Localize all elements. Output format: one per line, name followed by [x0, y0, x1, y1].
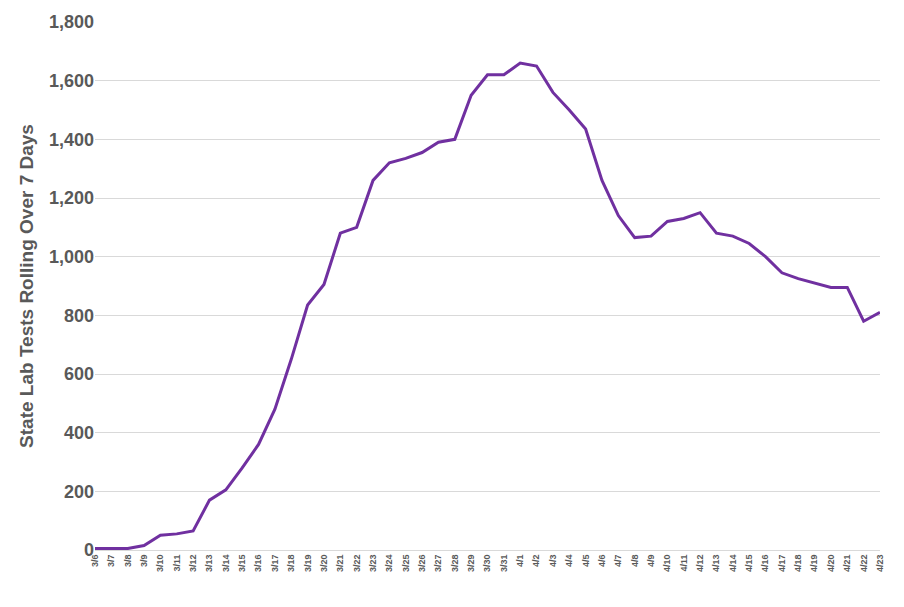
svg-text:1,600: 1,600: [49, 71, 94, 91]
svg-text:400: 400: [64, 423, 94, 443]
svg-text:4/14: 4/14: [728, 555, 738, 573]
svg-text:1,400: 1,400: [49, 130, 94, 150]
svg-text:3/14: 3/14: [221, 555, 231, 573]
svg-text:4/8: 4/8: [630, 555, 640, 568]
svg-text:3/11: 3/11: [172, 555, 182, 572]
svg-text:4/11: 4/11: [679, 555, 689, 572]
svg-text:4/4: 4/4: [564, 555, 574, 568]
svg-text:3/15: 3/15: [237, 555, 247, 573]
svg-text:3/18: 3/18: [286, 555, 296, 573]
svg-text:3/31: 3/31: [499, 555, 509, 573]
svg-text:4/17: 4/17: [777, 555, 787, 573]
svg-text:4/6: 4/6: [597, 555, 607, 568]
svg-text:3/21: 3/21: [335, 555, 345, 573]
svg-text:1,800: 1,800: [49, 12, 94, 32]
svg-text:4/19: 4/19: [810, 555, 820, 573]
svg-text:4/9: 4/9: [646, 555, 656, 568]
svg-text:4/23: 4/23: [875, 555, 885, 573]
svg-text:4/10: 4/10: [662, 555, 672, 573]
svg-text:3/27: 3/27: [433, 555, 443, 573]
svg-text:4/15: 4/15: [744, 555, 754, 573]
svg-text:3/13: 3/13: [204, 555, 214, 573]
svg-text:4/1: 4/1: [515, 555, 525, 568]
svg-text:3/17: 3/17: [270, 555, 280, 573]
svg-text:3/20: 3/20: [319, 555, 329, 573]
svg-text:4/3: 4/3: [548, 555, 558, 568]
svg-text:3/30: 3/30: [482, 555, 492, 573]
svg-text:4/13: 4/13: [711, 555, 721, 573]
svg-text:3/10: 3/10: [155, 555, 165, 573]
svg-text:200: 200: [64, 482, 94, 502]
svg-text:3/6: 3/6: [90, 555, 100, 568]
svg-text:4/7: 4/7: [613, 555, 623, 568]
svg-text:3/19: 3/19: [303, 555, 313, 573]
svg-text:1,200: 1,200: [49, 188, 94, 208]
svg-text:4/18: 4/18: [793, 555, 803, 573]
svg-text:3/9: 3/9: [139, 555, 149, 568]
svg-text:3/28: 3/28: [450, 555, 460, 573]
svg-text:4/12: 4/12: [695, 555, 705, 573]
svg-text:3/8: 3/8: [123, 555, 133, 568]
svg-text:800: 800: [64, 306, 94, 326]
svg-text:3/25: 3/25: [401, 555, 411, 573]
svg-text:1,000: 1,000: [49, 247, 94, 267]
svg-text:3/23: 3/23: [368, 555, 378, 573]
svg-text:4/22: 4/22: [859, 555, 869, 573]
svg-text:3/26: 3/26: [417, 555, 427, 573]
svg-text:3/16: 3/16: [253, 555, 263, 573]
svg-text:4/5: 4/5: [581, 555, 591, 568]
svg-text:3/24: 3/24: [384, 555, 394, 573]
svg-text:0: 0: [84, 540, 94, 560]
svg-text:4/21: 4/21: [842, 555, 852, 573]
svg-text:4/20: 4/20: [826, 555, 836, 573]
svg-text:3/7: 3/7: [106, 555, 116, 568]
svg-text:600: 600: [64, 364, 94, 384]
svg-text:3/22: 3/22: [352, 555, 362, 573]
svg-text:4/2: 4/2: [531, 555, 541, 568]
svg-text:3/29: 3/29: [466, 555, 476, 573]
svg-text:3/12: 3/12: [188, 555, 198, 573]
svg-text:4/16: 4/16: [760, 555, 770, 573]
svg-text:State Lab Tests Rolling Over 7: State Lab Tests Rolling Over 7 Days: [16, 124, 37, 448]
